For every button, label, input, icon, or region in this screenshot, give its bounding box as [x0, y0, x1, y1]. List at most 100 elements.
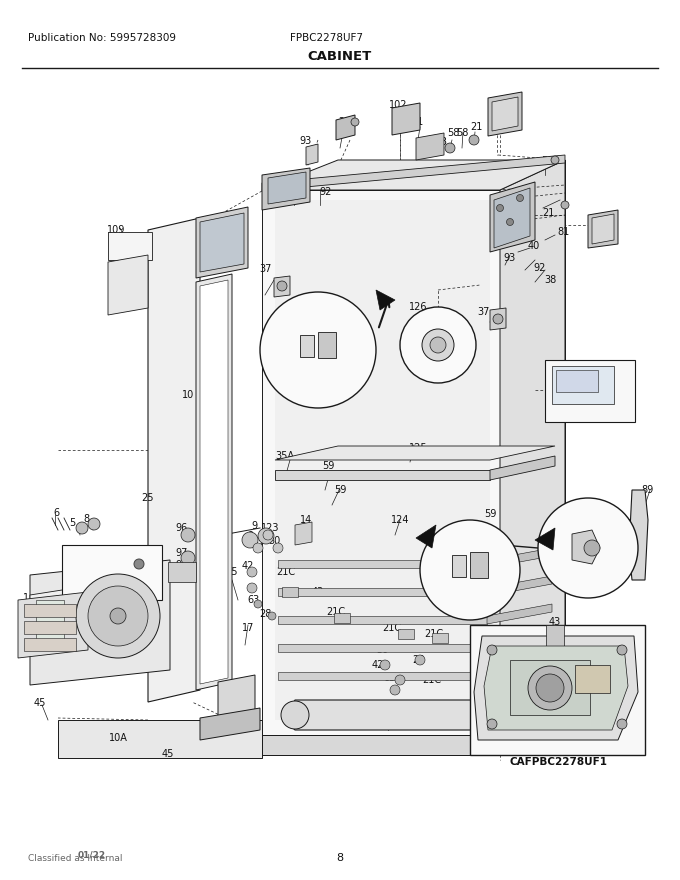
- Text: 59: 59: [334, 485, 346, 495]
- Polygon shape: [18, 592, 88, 658]
- Text: 97: 97: [176, 560, 188, 570]
- Text: 14: 14: [300, 515, 312, 525]
- Polygon shape: [588, 210, 618, 248]
- Polygon shape: [278, 616, 487, 624]
- Polygon shape: [487, 576, 552, 596]
- Text: 50: 50: [584, 743, 596, 753]
- Bar: [452, 555, 466, 577]
- Polygon shape: [274, 276, 290, 297]
- Polygon shape: [490, 308, 506, 330]
- Text: 40B: 40B: [428, 137, 447, 147]
- Polygon shape: [500, 735, 565, 755]
- Text: 40A: 40A: [271, 177, 290, 187]
- Text: 54: 54: [594, 632, 606, 642]
- Circle shape: [486, 701, 514, 729]
- Text: 102: 102: [389, 100, 407, 110]
- Text: 15A: 15A: [326, 343, 345, 353]
- Text: 81: 81: [558, 227, 570, 237]
- Circle shape: [528, 666, 572, 710]
- Circle shape: [395, 675, 405, 685]
- Text: 21C: 21C: [424, 629, 443, 639]
- Text: 1: 1: [23, 593, 29, 603]
- Circle shape: [617, 645, 627, 655]
- Text: 45: 45: [34, 698, 46, 708]
- Bar: [318, 332, 336, 358]
- Bar: [510, 660, 590, 715]
- Bar: [575, 665, 610, 693]
- Circle shape: [415, 655, 425, 665]
- Polygon shape: [392, 103, 420, 135]
- Circle shape: [536, 674, 564, 702]
- Polygon shape: [487, 632, 552, 652]
- Circle shape: [550, 625, 560, 635]
- Polygon shape: [58, 720, 262, 758]
- Text: 93: 93: [504, 253, 516, 263]
- Text: 43: 43: [312, 587, 324, 597]
- Text: CAFPBC2278UF1: CAFPBC2278UF1: [509, 757, 607, 767]
- Text: 121: 121: [211, 523, 229, 533]
- Polygon shape: [200, 280, 228, 684]
- Text: 10A: 10A: [109, 733, 127, 743]
- Polygon shape: [30, 588, 75, 652]
- Polygon shape: [572, 530, 600, 564]
- Polygon shape: [30, 560, 170, 685]
- Polygon shape: [492, 97, 518, 131]
- Polygon shape: [285, 700, 500, 730]
- Text: 89: 89: [642, 485, 654, 495]
- Text: 28: 28: [259, 609, 271, 619]
- Text: 40: 40: [528, 241, 540, 251]
- Bar: [552, 366, 614, 404]
- Text: 21: 21: [338, 117, 350, 127]
- Text: 109: 109: [107, 225, 125, 235]
- Text: 43: 43: [549, 617, 561, 627]
- Text: 35A: 35A: [275, 451, 294, 461]
- Polygon shape: [275, 470, 490, 480]
- Bar: [36, 632, 64, 644]
- Bar: [24, 621, 76, 634]
- Text: 125: 125: [409, 443, 427, 453]
- Text: 21: 21: [542, 208, 554, 218]
- Text: 21C: 21C: [326, 607, 345, 617]
- Text: 108: 108: [109, 275, 127, 285]
- Polygon shape: [494, 188, 530, 248]
- Text: 107: 107: [201, 223, 219, 233]
- Polygon shape: [629, 490, 648, 580]
- Circle shape: [181, 528, 195, 542]
- Polygon shape: [262, 160, 565, 190]
- Polygon shape: [490, 182, 535, 252]
- Text: 58: 58: [541, 156, 554, 166]
- Text: 21C: 21C: [277, 567, 296, 577]
- Text: 59: 59: [567, 520, 579, 530]
- Text: 21C: 21C: [382, 623, 402, 633]
- Text: 21A: 21A: [103, 641, 122, 651]
- Circle shape: [247, 567, 257, 577]
- Circle shape: [273, 543, 283, 553]
- Circle shape: [254, 600, 262, 608]
- Polygon shape: [262, 168, 310, 210]
- Text: 81: 81: [412, 117, 424, 127]
- Text: 124: 124: [391, 515, 409, 525]
- Text: 72: 72: [379, 701, 392, 711]
- Polygon shape: [275, 446, 555, 460]
- Text: 92: 92: [320, 187, 333, 197]
- Text: 10: 10: [182, 390, 194, 400]
- Circle shape: [76, 574, 160, 658]
- Text: 101: 101: [599, 217, 617, 227]
- Polygon shape: [306, 144, 318, 165]
- Text: 25: 25: [141, 493, 154, 503]
- Circle shape: [517, 194, 524, 202]
- Polygon shape: [487, 604, 552, 624]
- Text: FPBC2278UF7: FPBC2278UF7: [290, 33, 363, 43]
- Circle shape: [584, 540, 600, 556]
- Polygon shape: [487, 548, 552, 568]
- Circle shape: [487, 719, 497, 729]
- Circle shape: [277, 281, 287, 291]
- Polygon shape: [474, 636, 638, 740]
- Text: 5: 5: [69, 518, 75, 528]
- Text: Classified as Internal: Classified as Internal: [28, 854, 122, 862]
- Text: 122: 122: [139, 557, 157, 567]
- Polygon shape: [535, 528, 555, 550]
- Bar: [24, 604, 76, 617]
- Circle shape: [88, 518, 100, 530]
- Text: 45: 45: [162, 749, 174, 759]
